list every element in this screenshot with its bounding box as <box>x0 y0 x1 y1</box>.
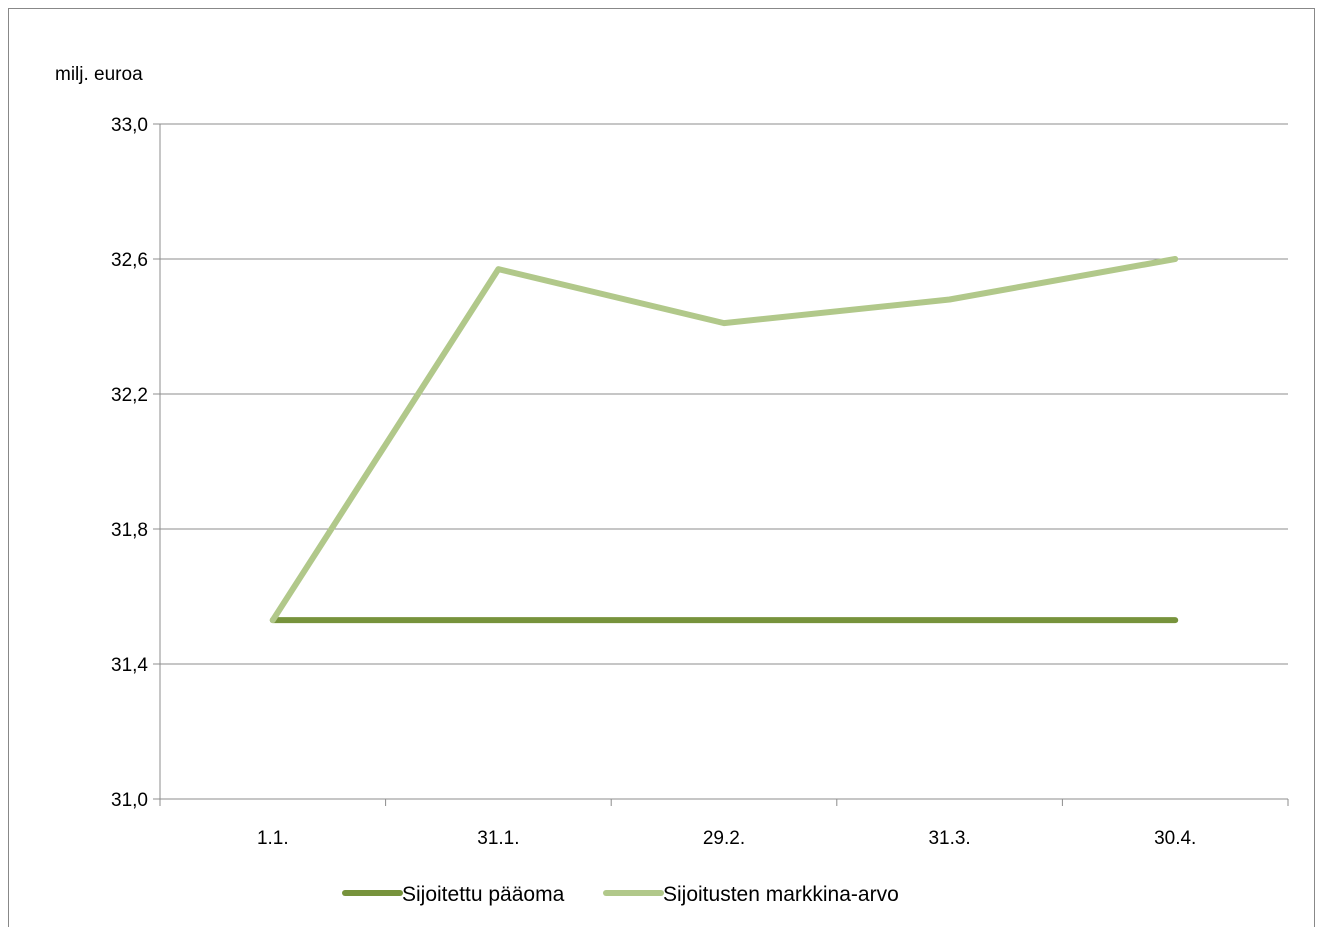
chart-frame <box>8 8 1315 927</box>
y-axis-title: milj. euroa <box>55 64 143 85</box>
series-line-2 <box>269 256 1179 624</box>
y-tick-label: 32,2 <box>111 385 148 406</box>
gridlines <box>160 123 1288 665</box>
y-tick-label: 33,0 <box>111 115 148 136</box>
x-tick-label: 30.4. <box>1154 828 1196 849</box>
x-tick-label: 31.3. <box>928 828 970 849</box>
legend: Sijoitettu pääoma Sijoitusten markkina-ar… <box>342 883 899 906</box>
x-tick-labels: 1.1. 31.1. 29.2. 31.3. 30.4. <box>257 828 1196 849</box>
y-tick-labels: 31,0 31,4 31,8 32,2 32,6 33,0 <box>111 115 148 811</box>
legend-label-1: Sijoitettu pääoma <box>402 883 565 906</box>
axes <box>153 123 1289 806</box>
y-tick-label: 31,4 <box>111 655 148 676</box>
x-tick-label: 1.1. <box>257 828 289 849</box>
legend-label-2: Sijoitusten markkina-arvo <box>663 883 899 906</box>
x-tick-label: 31.1. <box>477 828 519 849</box>
x-tick-label: 29.2. <box>703 828 745 849</box>
y-tick-label: 31,8 <box>111 520 148 541</box>
series-lines <box>269 256 1179 624</box>
y-tick-label: 32,6 <box>111 250 148 271</box>
y-tick-label: 31,0 <box>111 790 148 811</box>
